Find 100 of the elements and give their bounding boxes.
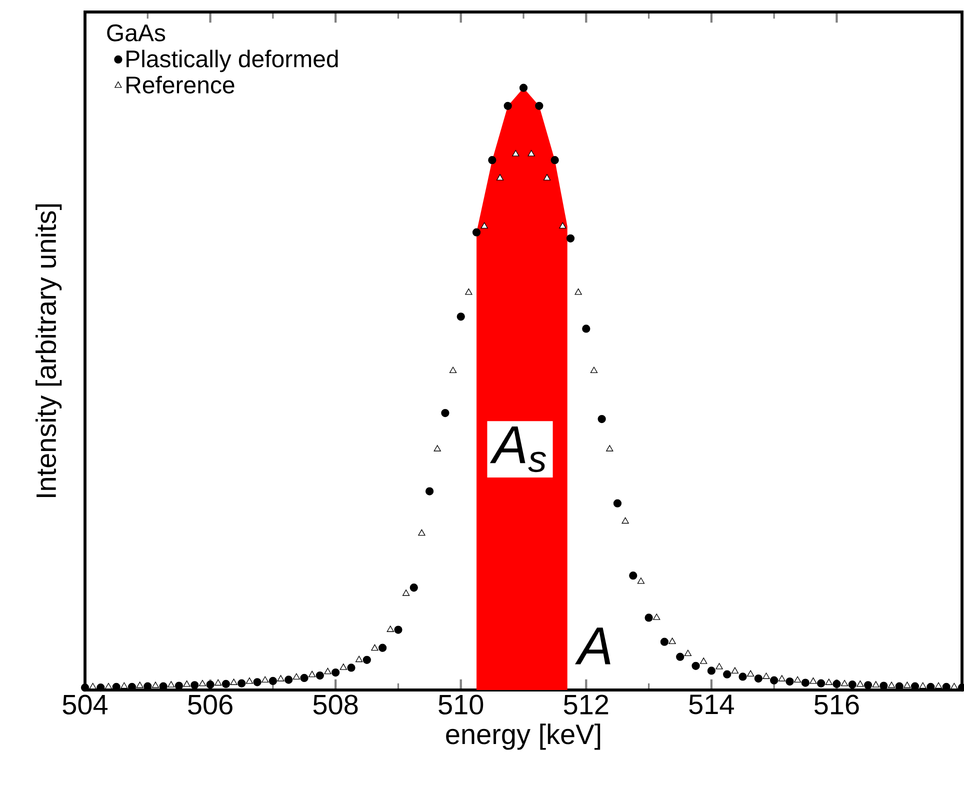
point (324, 668, 332, 674)
point (300, 674, 308, 682)
point (872, 681, 880, 688)
point (206, 680, 214, 689)
point (472, 228, 481, 236)
point (246, 677, 254, 684)
point (378, 644, 387, 652)
point (292, 673, 300, 680)
point (268, 676, 277, 686)
point (394, 626, 402, 634)
point (152, 682, 160, 688)
point (80, 684, 90, 692)
point (190, 681, 199, 690)
point (934, 682, 942, 689)
point (566, 234, 575, 242)
point (550, 156, 559, 164)
point (653, 614, 660, 620)
point (864, 681, 872, 690)
point (738, 672, 747, 681)
point (418, 529, 426, 536)
annotation: A (575, 628, 610, 664)
point (456, 312, 465, 321)
point (449, 366, 457, 374)
point (574, 288, 582, 295)
point (528, 150, 535, 156)
point (816, 679, 826, 688)
legend-label: Reference (126, 76, 234, 94)
x-tick-label: 506 (188, 694, 232, 715)
point (425, 487, 434, 496)
point (488, 156, 496, 164)
x-tick-label: 514 (689, 694, 734, 714)
point (676, 652, 684, 661)
point (347, 664, 356, 672)
x-tick-label: 508 (313, 694, 358, 715)
legend-label: Plastically deformed (126, 50, 338, 72)
point (754, 674, 762, 683)
point (856, 680, 864, 687)
point (214, 679, 222, 686)
annotation: A$_{s}$ (490, 426, 546, 472)
point (622, 517, 629, 524)
point (919, 682, 926, 689)
x-tick-label: 512 (564, 694, 608, 715)
point (238, 679, 246, 688)
x-tick-label: 504 (62, 694, 108, 715)
point (504, 102, 512, 110)
point (371, 644, 378, 651)
point (888, 682, 896, 688)
point (778, 675, 786, 682)
point (762, 672, 770, 679)
point (253, 678, 262, 686)
point (582, 324, 590, 333)
point (731, 667, 738, 674)
point (262, 676, 269, 683)
point (284, 676, 293, 684)
point (786, 677, 794, 686)
x-tick-label: 516 (814, 694, 859, 715)
point (434, 445, 441, 452)
point (716, 663, 723, 670)
point (519, 84, 528, 92)
point (316, 671, 324, 680)
point (480, 222, 488, 229)
point (183, 680, 190, 687)
point (386, 626, 394, 632)
point (362, 656, 371, 664)
point (222, 680, 230, 688)
point (770, 676, 778, 684)
point (230, 678, 238, 685)
point (723, 670, 732, 678)
point (692, 662, 700, 670)
x-tick-label: 510 (438, 694, 484, 715)
point (848, 680, 856, 689)
point (308, 670, 316, 678)
point (168, 681, 175, 688)
point (402, 590, 410, 596)
point (535, 102, 544, 110)
point (660, 638, 669, 646)
point (904, 682, 911, 688)
point (120, 682, 128, 689)
point (606, 445, 614, 452)
point (496, 174, 504, 180)
point (465, 288, 472, 295)
point (644, 614, 653, 622)
point (410, 584, 418, 592)
point (340, 664, 347, 670)
point (840, 680, 848, 686)
point (668, 638, 676, 644)
point (810, 677, 817, 684)
point (136, 682, 144, 688)
point (794, 676, 802, 683)
point (825, 678, 832, 685)
point (559, 222, 566, 229)
point (613, 499, 622, 508)
point (332, 668, 340, 677)
point (598, 414, 606, 424)
point (512, 150, 520, 156)
point (356, 656, 363, 662)
point (441, 408, 450, 418)
y-axis-title: Intensity [arbitrary units] (36, 204, 62, 498)
point (277, 675, 284, 682)
point (629, 572, 638, 580)
